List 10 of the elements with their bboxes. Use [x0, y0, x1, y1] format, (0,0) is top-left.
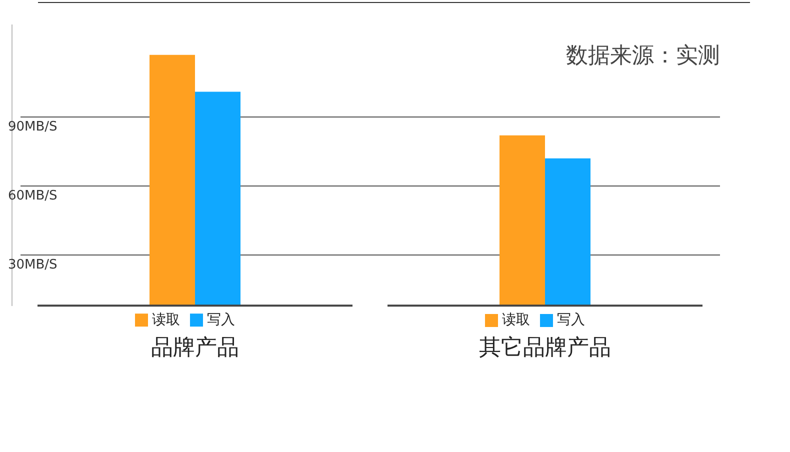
y-tick-label: 90MB/S	[8, 119, 58, 134]
text: 写入	[557, 312, 585, 328]
x-tick-label: 其它品牌产品	[479, 336, 611, 361]
text: 读取	[502, 312, 530, 328]
legend-label: 写入	[207, 312, 235, 328]
legend-label: 读取	[152, 312, 180, 328]
x-tick-label: 品牌产品	[151, 336, 239, 361]
annotation: 数据来源：实测	[566, 44, 720, 69]
y-tick-label: 60MB/S	[8, 188, 58, 204]
y-tick-label: 30MB/S	[8, 257, 58, 272]
